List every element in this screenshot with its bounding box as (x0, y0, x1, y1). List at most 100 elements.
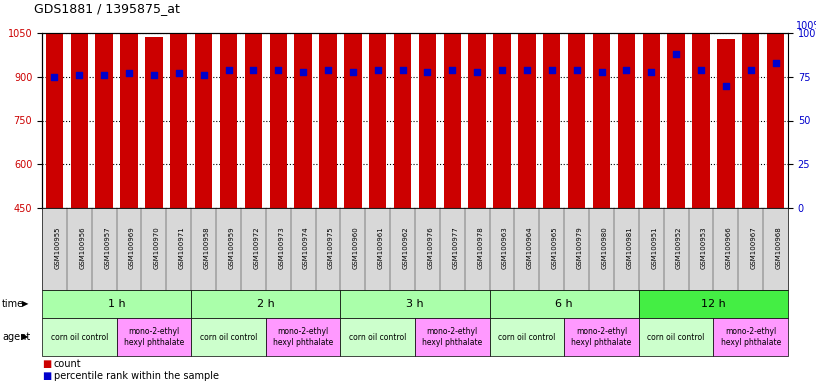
Text: GSM100968: GSM100968 (775, 226, 782, 269)
Point (570, 67, 583, 73)
Bar (220, 0, 237, 208)
Text: GSM100981: GSM100981 (627, 226, 632, 269)
Text: ■: ■ (42, 359, 51, 369)
Point (446, 67, 459, 73)
Text: GSM100978: GSM100978 (477, 226, 483, 269)
Point (172, 70, 185, 76)
Text: GSM100958: GSM100958 (204, 226, 210, 269)
Text: GSM100979: GSM100979 (577, 226, 583, 269)
Text: GSM100957: GSM100957 (104, 226, 110, 269)
Text: 1 h: 1 h (108, 299, 126, 309)
Bar (95, 26, 113, 208)
Point (272, 67, 285, 73)
Point (595, 68, 608, 74)
Text: GSM100969: GSM100969 (129, 226, 135, 269)
Text: 3 h: 3 h (406, 299, 424, 309)
Point (670, 51, 683, 57)
Point (545, 67, 558, 73)
Bar (494, 17, 511, 208)
Text: GSM100963: GSM100963 (502, 226, 508, 269)
Y-axis label: 100%: 100% (796, 21, 816, 31)
Text: corn oil control: corn oil control (647, 333, 705, 341)
Text: GSM100972: GSM100972 (253, 226, 259, 269)
Bar (692, 0, 710, 208)
Text: GSM100955: GSM100955 (55, 226, 60, 269)
Point (645, 68, 658, 74)
Bar (245, 6, 262, 208)
Point (73, 72, 86, 78)
Text: GSM100970: GSM100970 (154, 226, 160, 269)
Text: GSM100980: GSM100980 (601, 226, 607, 269)
Bar (618, 26, 635, 208)
Point (744, 67, 757, 73)
Point (769, 60, 782, 66)
Bar (667, 0, 685, 208)
Point (122, 70, 135, 76)
Bar (419, 5, 436, 208)
Text: GSM100956: GSM100956 (79, 226, 86, 269)
Bar (642, 22, 660, 208)
Text: GSM100962: GSM100962 (402, 226, 409, 269)
Bar (543, 4, 561, 208)
Bar (46, 24, 63, 208)
Bar (71, 30, 88, 208)
Text: corn oil control: corn oil control (200, 333, 257, 341)
Point (197, 72, 211, 78)
Bar (742, 35, 760, 208)
Bar (394, 10, 411, 208)
Text: mono-2-ethyl
hexyl phthalate: mono-2-ethyl hexyl phthalate (273, 327, 333, 347)
Bar (767, 0, 784, 208)
Text: GSM100977: GSM100977 (452, 226, 459, 269)
Text: GSM100975: GSM100975 (328, 226, 334, 269)
Point (148, 72, 161, 78)
Bar (444, 0, 461, 208)
Point (371, 67, 384, 73)
Bar (568, 0, 585, 208)
Bar (145, 36, 162, 208)
Text: 6 h: 6 h (556, 299, 573, 309)
Text: GSM100971: GSM100971 (179, 226, 184, 269)
Point (246, 67, 259, 73)
Text: mono-2-ethyl
hexyl phthalate: mono-2-ethyl hexyl phthalate (422, 327, 482, 347)
Text: percentile rank within the sample: percentile rank within the sample (54, 371, 219, 381)
Point (620, 67, 633, 73)
Text: count: count (54, 359, 82, 369)
Bar (592, 33, 610, 208)
Bar (717, 39, 734, 208)
Point (98, 72, 111, 78)
Point (322, 67, 335, 73)
Point (471, 68, 484, 74)
Point (346, 68, 359, 74)
Text: corn oil control: corn oil control (499, 333, 556, 341)
Text: GSM100966: GSM100966 (726, 226, 732, 269)
Point (421, 68, 434, 74)
Text: GSM100974: GSM100974 (303, 226, 309, 269)
Bar (295, 31, 312, 208)
Text: 2 h: 2 h (257, 299, 275, 309)
Bar (120, 26, 138, 208)
Text: GDS1881 / 1395875_at: GDS1881 / 1395875_at (33, 2, 180, 15)
Text: mono-2-ethyl
hexyl phthalate: mono-2-ethyl hexyl phthalate (571, 327, 632, 347)
Point (222, 67, 235, 73)
Point (720, 83, 733, 89)
Bar (518, 14, 535, 208)
Text: corn oil control: corn oil control (51, 333, 108, 341)
Text: GSM100959: GSM100959 (228, 226, 234, 269)
Bar (369, 26, 387, 208)
Text: GSM100952: GSM100952 (676, 226, 682, 269)
Text: ▶: ▶ (22, 333, 29, 341)
Bar (344, 16, 361, 208)
Text: GSM100961: GSM100961 (378, 226, 384, 269)
Bar (468, 15, 486, 208)
Text: 12 h: 12 h (701, 299, 725, 309)
Point (296, 68, 309, 74)
Text: mono-2-ethyl
hexyl phthalate: mono-2-ethyl hexyl phthalate (124, 327, 184, 347)
Text: GSM100973: GSM100973 (278, 226, 284, 269)
Bar (195, 12, 212, 208)
Text: GSM100960: GSM100960 (353, 226, 359, 269)
Text: GSM100965: GSM100965 (552, 226, 558, 269)
Text: time: time (2, 299, 24, 309)
Point (521, 67, 534, 73)
Bar (269, 28, 287, 208)
Bar (170, 0, 188, 208)
